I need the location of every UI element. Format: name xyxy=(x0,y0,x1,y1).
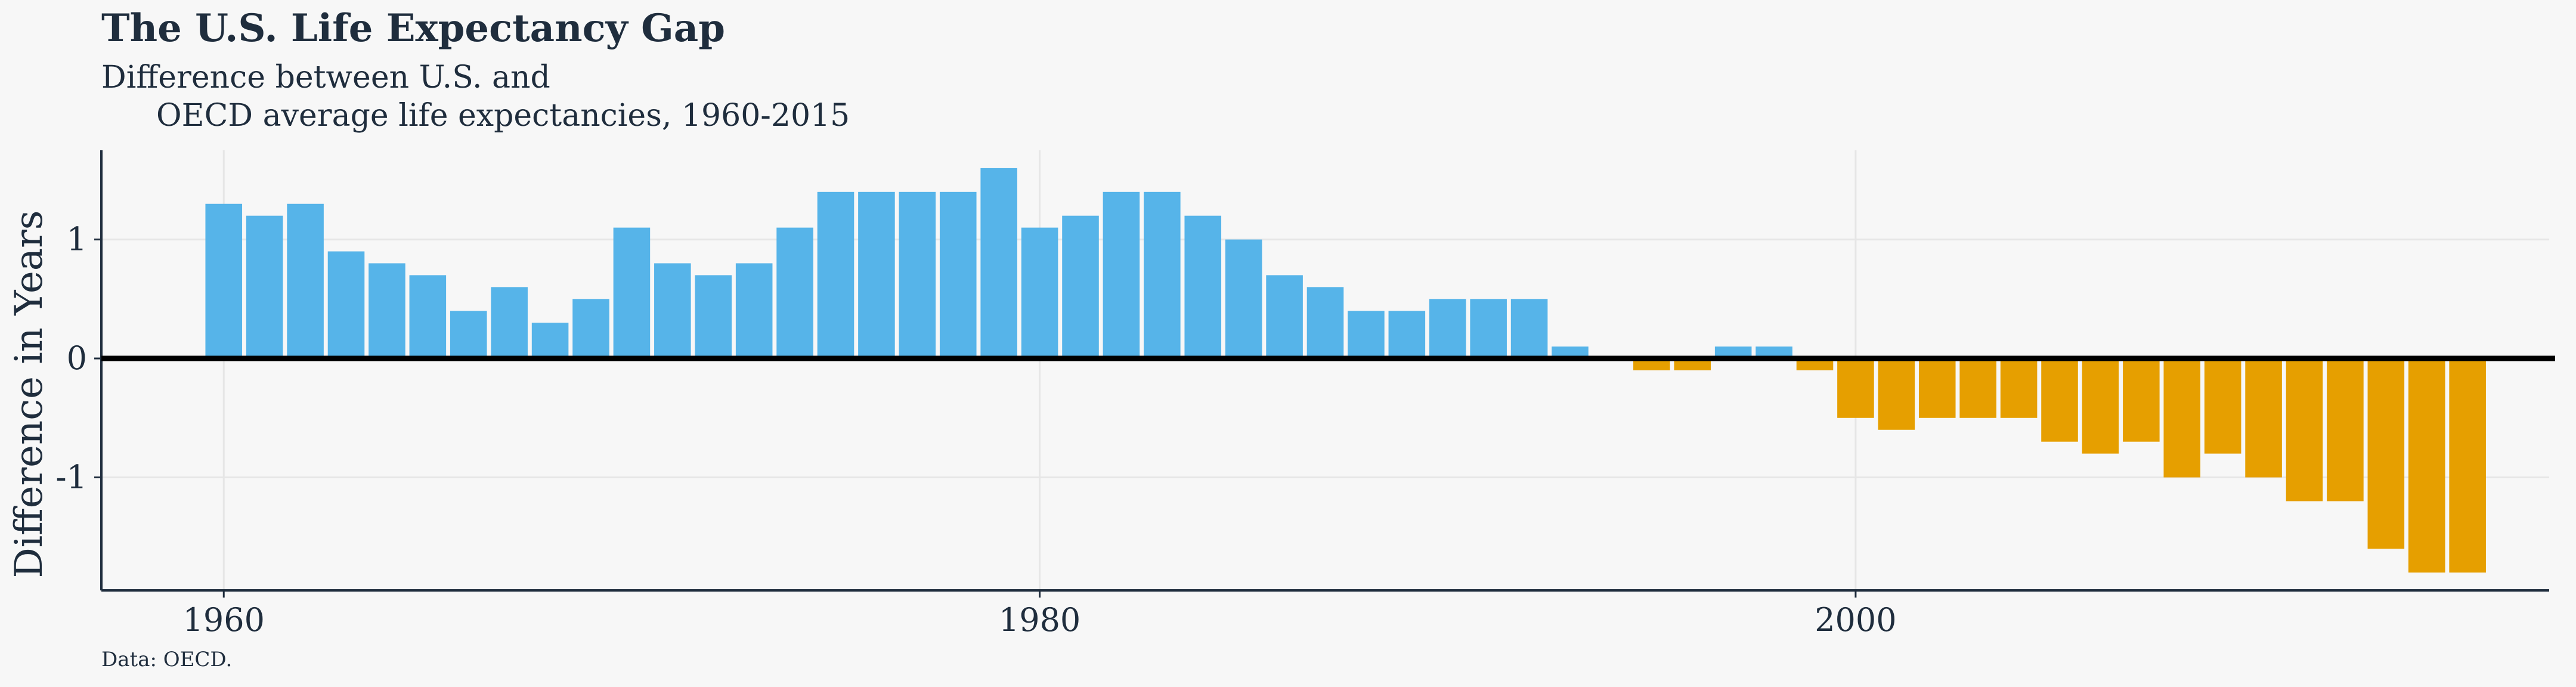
x-tick-label: 2000 xyxy=(1815,601,1896,639)
bar xyxy=(2245,358,2282,478)
bar xyxy=(2123,358,2160,442)
bar xyxy=(287,203,324,359)
bar xyxy=(817,191,854,359)
bar xyxy=(369,263,405,359)
bar xyxy=(1021,227,1058,359)
bar xyxy=(1510,299,1548,359)
bar xyxy=(939,191,977,359)
bar xyxy=(450,311,487,359)
bar xyxy=(1714,346,1752,359)
bar xyxy=(1918,358,1956,418)
chart-subtitle: Difference between U.S. and OECD average… xyxy=(101,58,850,135)
bars xyxy=(205,168,2486,573)
bar xyxy=(2204,358,2241,454)
bar xyxy=(1552,346,1589,359)
bar xyxy=(409,275,447,359)
chart-subtitle-line1: Difference between U.S. and xyxy=(101,60,550,95)
bar xyxy=(1878,358,1915,430)
bar xyxy=(2286,358,2323,502)
bar xyxy=(899,191,936,359)
y-axis-title: Difference in Years xyxy=(7,210,51,578)
bar xyxy=(695,275,732,359)
bar xyxy=(2000,358,2038,418)
bar xyxy=(1837,358,1874,418)
bar xyxy=(1959,358,1996,418)
bar xyxy=(735,263,773,359)
y-tick-label: -1 xyxy=(55,459,87,496)
axes xyxy=(94,150,2555,598)
bar xyxy=(858,191,895,359)
bar xyxy=(2082,358,2119,454)
bar xyxy=(572,299,609,359)
tick-labels: 1 0 -1 1960 1980 2000 xyxy=(55,221,1896,639)
bar xyxy=(1103,191,1140,359)
y-tick-label: 0 xyxy=(67,339,87,377)
bar xyxy=(613,227,651,359)
chart-subtitle-line2: OECD average life expectancies, 1960-201… xyxy=(156,98,850,134)
bar xyxy=(1388,311,1426,359)
bar xyxy=(2163,358,2201,478)
bar xyxy=(531,323,569,359)
bar xyxy=(1144,191,1181,359)
chart-title: The U.S. Life Expectancy Gap xyxy=(101,6,725,51)
bar xyxy=(2327,358,2364,502)
bar xyxy=(1266,275,1303,359)
bar xyxy=(980,168,1017,359)
bar xyxy=(1306,287,1344,359)
bar xyxy=(1429,299,1466,359)
bar xyxy=(1348,311,1385,359)
bar xyxy=(1470,299,1507,359)
y-tick-label: 1 xyxy=(67,221,87,258)
x-tick-label: 1980 xyxy=(999,601,1080,639)
chart-caption: Data: OECD. xyxy=(101,648,233,671)
bar xyxy=(2449,358,2486,573)
bar xyxy=(1184,215,1222,359)
bar xyxy=(205,203,243,359)
bar xyxy=(1674,358,1711,370)
bar xyxy=(1796,358,1834,370)
x-tick-label: 1960 xyxy=(183,601,265,639)
bar xyxy=(2041,358,2078,442)
bar xyxy=(2408,358,2445,573)
bar xyxy=(246,215,283,359)
bar xyxy=(1755,346,1792,359)
bar xyxy=(491,287,528,359)
bar xyxy=(327,251,365,359)
bar xyxy=(1633,358,1670,370)
bar xyxy=(776,227,813,359)
bar xyxy=(2367,358,2405,549)
bar xyxy=(654,263,691,359)
bar xyxy=(1062,215,1099,359)
bar xyxy=(1225,239,1262,359)
